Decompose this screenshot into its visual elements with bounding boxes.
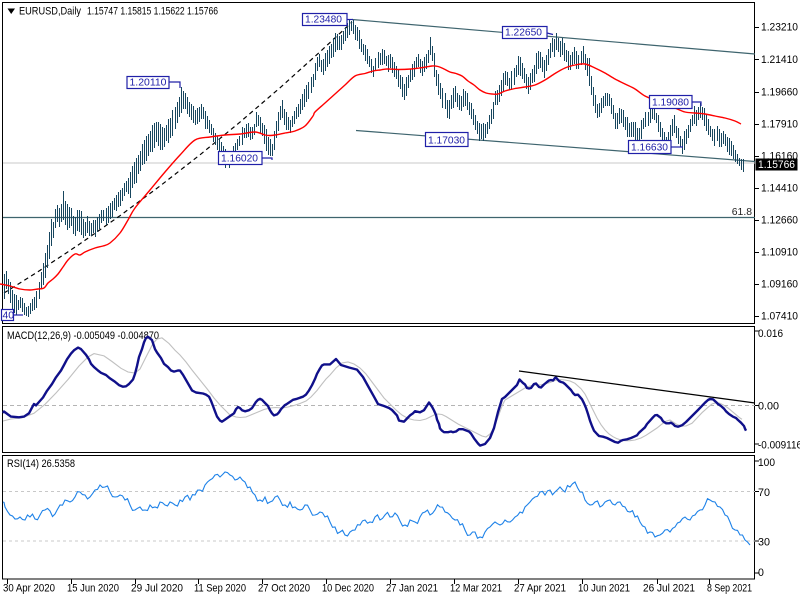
svg-text:27 Jan 2021: 27 Jan 2021 xyxy=(386,583,438,595)
svg-text:1.17910: 1.17910 xyxy=(761,118,798,130)
svg-text:40: 40 xyxy=(3,311,15,322)
svg-text:1.17030: 1.17030 xyxy=(428,136,465,147)
svg-text:RSI(14) 26.5358: RSI(14) 26.5358 xyxy=(7,458,75,470)
svg-text:15 Jun 2020: 15 Jun 2020 xyxy=(67,583,119,595)
svg-text:1.10910: 1.10910 xyxy=(761,246,798,258)
svg-text:29 Jul 2020: 29 Jul 2020 xyxy=(131,583,183,595)
svg-text:1.21410: 1.21410 xyxy=(761,54,798,66)
svg-text:1.23210: 1.23210 xyxy=(761,21,798,33)
svg-text:26 Jul 2021: 26 Jul 2021 xyxy=(643,583,695,595)
svg-text:1.15766: 1.15766 xyxy=(758,159,795,171)
svg-text:30 Apr 2020: 30 Apr 2020 xyxy=(3,583,55,595)
svg-text:10 Dec 2020: 10 Dec 2020 xyxy=(322,583,374,595)
svg-text:30: 30 xyxy=(758,537,770,549)
svg-text:27 Oct 2020: 27 Oct 2020 xyxy=(258,583,310,595)
svg-text:1.16020: 1.16020 xyxy=(221,154,258,165)
svg-text:1.15747 1.15815 1.15622 1.1576: 1.15747 1.15815 1.15622 1.15766 xyxy=(87,6,218,18)
svg-text:MACD(12,26,9) -0.005049 -0.004: MACD(12,26,9) -0.005049 -0.004870 xyxy=(7,330,159,342)
svg-text:0.00: 0.00 xyxy=(758,401,779,413)
svg-text:1.22650: 1.22650 xyxy=(505,28,542,39)
svg-text:70: 70 xyxy=(758,487,770,499)
svg-text:1.12660: 1.12660 xyxy=(761,214,798,226)
svg-text:1.19660: 1.19660 xyxy=(761,86,798,98)
svg-text:100: 100 xyxy=(758,457,775,469)
svg-text:1.14410: 1.14410 xyxy=(761,182,798,194)
svg-text:10 Jun 2021: 10 Jun 2021 xyxy=(578,583,630,595)
svg-text:0.016: 0.016 xyxy=(758,328,783,340)
svg-text:1.20110: 1.20110 xyxy=(130,78,167,89)
svg-text:1.16630: 1.16630 xyxy=(631,143,668,154)
svg-text:11 Sep 2020: 11 Sep 2020 xyxy=(194,583,246,595)
svg-text:0: 0 xyxy=(758,567,764,579)
svg-text:1.19080: 1.19080 xyxy=(652,98,689,109)
svg-text:8 Sep 2021: 8 Sep 2021 xyxy=(707,583,752,595)
svg-text:-0.009116: -0.009116 xyxy=(758,440,800,452)
svg-text:27 Apr 2021: 27 Apr 2021 xyxy=(514,583,566,595)
svg-text:61.8: 61.8 xyxy=(732,207,752,218)
svg-text:12 Mar 2021: 12 Mar 2021 xyxy=(450,583,502,595)
svg-text:EURUSD,Daily: EURUSD,Daily xyxy=(19,6,81,18)
svg-text:1.23480: 1.23480 xyxy=(305,15,342,26)
svg-text:1.07410: 1.07410 xyxy=(761,310,798,322)
svg-text:1.09160: 1.09160 xyxy=(761,278,798,290)
